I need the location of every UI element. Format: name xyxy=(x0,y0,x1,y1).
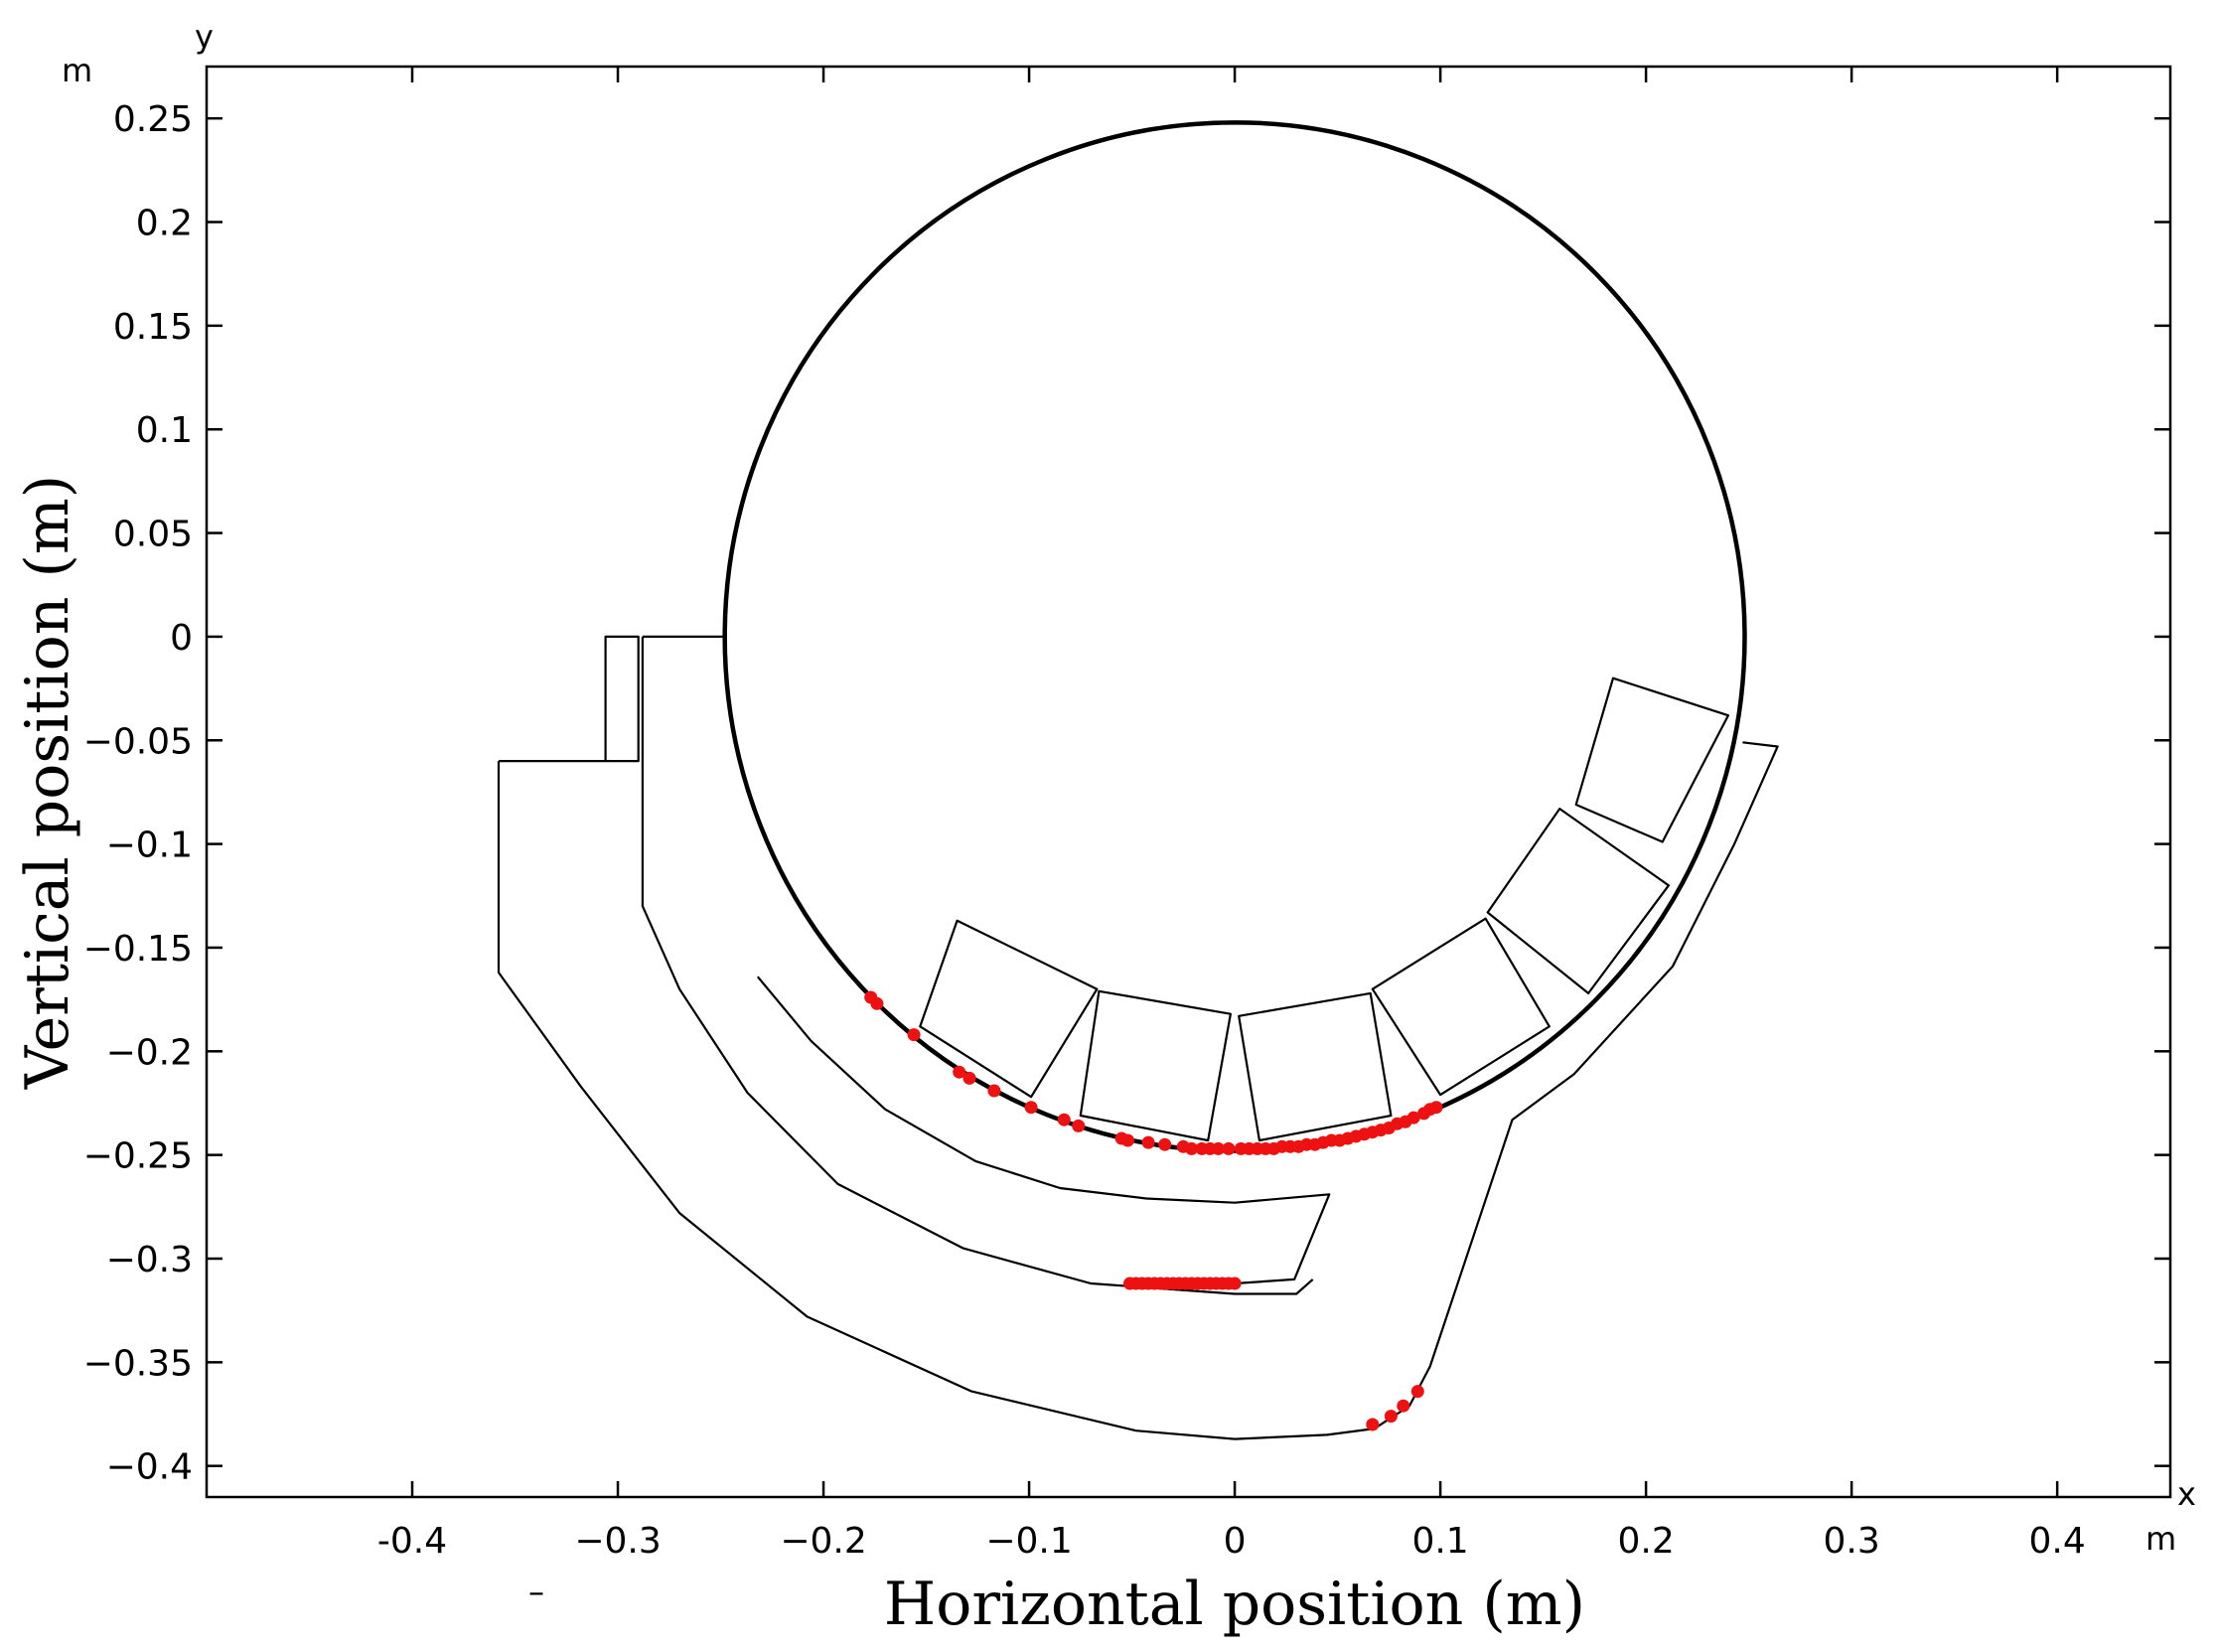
y-tick-label: 0.05 xyxy=(113,515,193,555)
drum-shell xyxy=(722,120,1747,1153)
particle-drum xyxy=(953,1065,966,1079)
outer-chute-inlet xyxy=(499,635,640,763)
geometry-layer xyxy=(497,120,1779,1440)
y-tick-label: −0.2 xyxy=(106,1032,193,1073)
particle-drum xyxy=(1429,1101,1443,1115)
particle-drum xyxy=(1212,1141,1225,1155)
y-axis-title: Vertical position (m) xyxy=(13,475,82,1090)
y-tick-label: −0.15 xyxy=(83,929,193,970)
x-tick-label: −0.3 xyxy=(574,1521,661,1562)
lifter xyxy=(1079,989,1233,1142)
particle-drum xyxy=(907,1028,921,1042)
particle-drum xyxy=(1222,1141,1236,1155)
particle-drum xyxy=(1057,1113,1071,1126)
particle-drum xyxy=(1185,1141,1199,1155)
lifter xyxy=(1486,807,1671,995)
middle-chute xyxy=(641,636,1314,1295)
particle-drum xyxy=(987,1084,1001,1098)
particle-outlet xyxy=(1410,1385,1424,1399)
particle-drum xyxy=(1158,1137,1172,1151)
particle-outlet xyxy=(1397,1399,1410,1413)
lifter xyxy=(1574,676,1730,843)
particle-drum xyxy=(1072,1119,1086,1132)
particle-outlet xyxy=(1366,1418,1380,1431)
x-tick-label: 0 xyxy=(1224,1521,1247,1562)
stray-dash: – xyxy=(528,1573,544,1610)
particle-drum xyxy=(1141,1135,1155,1149)
x-tick-label: -0.4 xyxy=(377,1521,447,1562)
x-tick-label: 0.4 xyxy=(2029,1521,2086,1562)
y-tick-label: −0.35 xyxy=(83,1343,193,1384)
y-tick-label: 0.1 xyxy=(136,410,193,451)
y-tick-label: 0 xyxy=(170,618,193,659)
x-axis-unit: m xyxy=(2145,1520,2176,1558)
y-tick-label: 0.15 xyxy=(113,307,193,348)
tick-layer: -0.4 −0.3 −0.2 −0.1 0 0.1 0.2 0.3 0.4 0.25 0.2 0.15… xyxy=(83,67,2170,1562)
inner-chute xyxy=(756,976,1331,1285)
particle-chute xyxy=(1228,1277,1242,1290)
particle-layer xyxy=(864,990,1443,1431)
x-axis-name: x xyxy=(2177,1475,2196,1513)
y-tick-label: 0.25 xyxy=(113,99,193,140)
particle-outlet xyxy=(1384,1410,1398,1424)
particle-drum xyxy=(1406,1111,1420,1125)
lifter xyxy=(919,919,1099,1099)
y-tick-label: −0.1 xyxy=(106,826,193,866)
y-tick-label: 0.2 xyxy=(136,204,193,244)
lifter xyxy=(1371,917,1551,1097)
lifter xyxy=(1238,991,1393,1142)
x-tick-label: −0.1 xyxy=(985,1521,1072,1562)
y-axis-unit: m xyxy=(62,52,92,89)
particle-drum xyxy=(1120,1133,1134,1147)
particle-drum xyxy=(1024,1101,1038,1115)
x-tick-label: 0.3 xyxy=(1823,1521,1879,1562)
y-tick-label: −0.25 xyxy=(83,1136,193,1177)
particle-drum xyxy=(962,1071,976,1085)
y-tick-label: −0.3 xyxy=(106,1240,193,1280)
x-tick-label: −0.2 xyxy=(780,1521,866,1562)
x-tick-label: 0.1 xyxy=(1411,1521,1468,1562)
x-tick-label: 0.2 xyxy=(1617,1521,1674,1562)
plot-frame xyxy=(205,65,2172,1499)
particle-drum xyxy=(870,996,884,1010)
outer-chute xyxy=(497,741,1779,1440)
y-axis-name: y xyxy=(195,18,214,56)
y-tick-label: −0.4 xyxy=(106,1447,193,1488)
y-tick-label: −0.05 xyxy=(83,721,193,762)
x-axis-title: Horizontal position (m) xyxy=(884,1570,1585,1639)
